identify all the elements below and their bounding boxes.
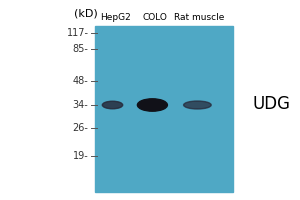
Text: COLO: COLO xyxy=(142,13,167,22)
Text: 26-: 26- xyxy=(73,123,88,133)
Text: 48-: 48- xyxy=(73,76,88,86)
Text: HepG2: HepG2 xyxy=(100,13,131,22)
Ellipse shape xyxy=(184,101,211,109)
Text: Rat muscle: Rat muscle xyxy=(174,13,225,22)
Ellipse shape xyxy=(102,101,123,109)
Text: (kD): (kD) xyxy=(74,9,98,19)
Text: 117-: 117- xyxy=(67,28,88,38)
Text: 34-: 34- xyxy=(73,100,88,110)
Text: UDG: UDG xyxy=(252,95,290,113)
Bar xyxy=(94,26,232,192)
Text: 19-: 19- xyxy=(73,151,88,161)
Text: 85-: 85- xyxy=(73,44,88,54)
Ellipse shape xyxy=(137,99,167,111)
